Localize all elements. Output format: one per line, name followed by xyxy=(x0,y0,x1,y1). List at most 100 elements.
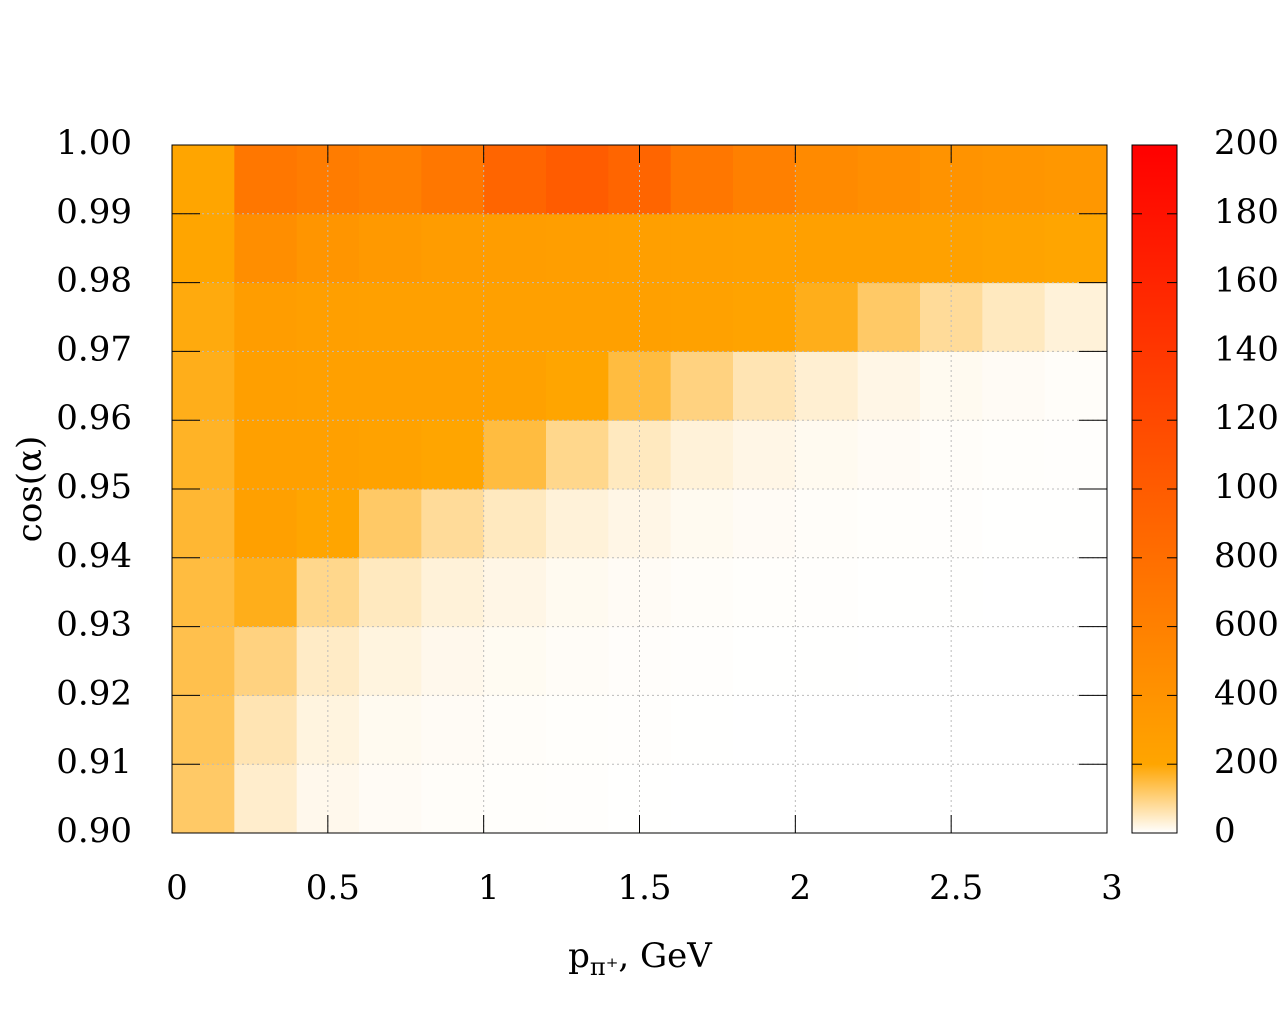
heat-cell xyxy=(421,213,485,284)
heat-cell xyxy=(1044,213,1108,284)
heat-cell xyxy=(795,420,859,490)
colorbar-tick-label: 1600 xyxy=(1214,261,1280,301)
heat-cell xyxy=(421,420,485,490)
heat-cell xyxy=(359,557,422,628)
heat-cell xyxy=(359,695,422,765)
heat-cell xyxy=(670,420,734,490)
heat-cell xyxy=(670,213,734,284)
heat-cell xyxy=(234,145,298,215)
heat-cell xyxy=(857,282,921,352)
heat-cell xyxy=(733,626,796,696)
y-tick-label: 0.99 xyxy=(56,192,132,232)
heat-cell xyxy=(234,695,298,765)
colorbar-tick-label: 1800 xyxy=(1214,192,1280,232)
heat-cell xyxy=(608,489,672,559)
y-tick-label: 0.98 xyxy=(56,261,132,301)
heat-cell xyxy=(359,145,422,215)
heat-cell xyxy=(795,557,859,628)
heat-cell xyxy=(546,351,609,421)
heat-cell xyxy=(795,626,859,696)
heat-cell xyxy=(608,213,672,284)
heat-cell xyxy=(234,351,298,421)
heat-cell xyxy=(359,351,422,421)
heat-cell xyxy=(172,351,235,421)
heat-cell xyxy=(172,282,235,352)
heat-cell xyxy=(982,282,1046,352)
x-tick-label: 0.5 xyxy=(306,868,360,908)
heat-cell xyxy=(1044,420,1108,490)
y-tick-label: 0.92 xyxy=(56,673,132,713)
x-axis-label-part: p xyxy=(568,936,590,976)
heat-cell xyxy=(982,420,1046,490)
heat-cell xyxy=(670,626,734,696)
heat-cell xyxy=(795,489,859,559)
heat-cell xyxy=(359,764,422,834)
colorbar-tick-label: 0 xyxy=(1214,811,1236,851)
heat-cell xyxy=(546,626,609,696)
colorbar-tick-label: 1200 xyxy=(1214,398,1280,438)
heat-cell xyxy=(857,626,921,696)
heat-cell xyxy=(795,213,859,284)
heat-cell xyxy=(483,420,547,490)
heat-cell xyxy=(421,557,485,628)
heat-cell xyxy=(733,282,796,352)
heat-cell xyxy=(546,213,609,284)
plot-frame xyxy=(171,144,1108,834)
heat-cell xyxy=(795,764,859,834)
heat-cell xyxy=(1044,351,1108,421)
heat-cell xyxy=(546,695,609,765)
heat-cell xyxy=(483,557,547,628)
heat-cell xyxy=(359,489,422,559)
heat-cell xyxy=(982,145,1046,215)
heat-cell xyxy=(172,695,235,765)
heat-cell xyxy=(670,351,734,421)
heat-cell xyxy=(483,764,547,834)
heat-cell xyxy=(359,213,422,284)
heat-cell xyxy=(982,695,1046,765)
heat-cell xyxy=(1044,695,1108,765)
heat-cell xyxy=(670,145,734,215)
heat-cell xyxy=(546,420,609,490)
heat-cell xyxy=(483,145,547,215)
y-tick-label: 0.94 xyxy=(56,536,132,576)
heat-cell xyxy=(795,695,859,765)
heat-cell xyxy=(857,557,921,628)
heat-cell xyxy=(483,695,547,765)
heat-cell xyxy=(546,557,609,628)
x-tick-label: 0 xyxy=(166,868,188,908)
colorbar-tick-label: 2000 xyxy=(1214,123,1280,163)
heat-cell xyxy=(733,557,796,628)
heat-cell xyxy=(359,626,422,696)
heat-cell xyxy=(857,489,921,559)
heat-cell xyxy=(857,351,921,421)
heat-cell xyxy=(234,282,298,352)
heat-cell xyxy=(421,351,485,421)
heat-cell xyxy=(1044,145,1108,215)
heat-cell xyxy=(733,764,796,834)
heat-cell xyxy=(795,145,859,215)
heat-cell xyxy=(483,626,547,696)
heat-cell xyxy=(483,489,547,559)
heat-cell xyxy=(421,145,485,215)
heat-cell xyxy=(982,626,1046,696)
y-tick-label: 0.96 xyxy=(56,398,132,438)
x-tick-label: 3 xyxy=(1101,868,1123,908)
heat-cell xyxy=(920,213,983,284)
x-axis-label-part: π⁺ xyxy=(590,953,618,981)
heat-cell xyxy=(857,145,921,215)
heat-cell xyxy=(733,695,796,765)
heat-cell xyxy=(733,213,796,284)
heat-cell xyxy=(857,764,921,834)
heat-cell xyxy=(546,489,609,559)
heat-cell xyxy=(234,626,298,696)
heat-cell xyxy=(483,213,547,284)
heat-cell xyxy=(733,145,796,215)
heat-cell xyxy=(234,764,298,834)
heat-cell xyxy=(982,764,1046,834)
x-tick-label: 2 xyxy=(790,868,812,908)
heat-cell xyxy=(795,351,859,421)
heat-cell xyxy=(172,489,235,559)
x-tick-label: 2.5 xyxy=(929,868,983,908)
